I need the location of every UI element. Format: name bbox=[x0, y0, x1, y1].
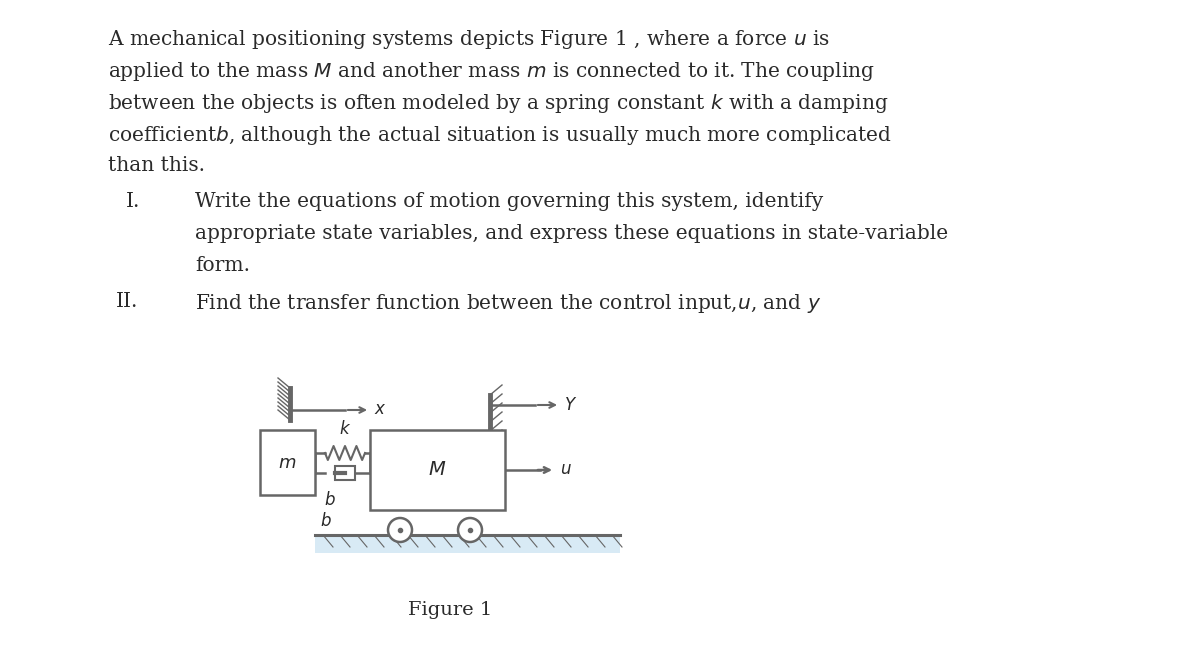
Text: Find the transfer function between the control input,$u$, and $y$: Find the transfer function between the c… bbox=[194, 292, 821, 315]
Text: appropriate state variables, and express these equations in state-variable: appropriate state variables, and express… bbox=[194, 224, 948, 243]
Text: form.: form. bbox=[194, 256, 250, 275]
Text: $b$: $b$ bbox=[320, 512, 331, 530]
Text: Write the equations of motion governing this system, identify: Write the equations of motion governing … bbox=[194, 192, 823, 211]
Text: $u$: $u$ bbox=[560, 462, 571, 478]
Text: $k$: $k$ bbox=[338, 420, 352, 438]
Text: $m$: $m$ bbox=[278, 454, 296, 471]
Circle shape bbox=[388, 518, 412, 542]
Text: Figure 1: Figure 1 bbox=[408, 601, 492, 619]
Text: $Y$: $Y$ bbox=[564, 396, 577, 413]
Text: A mechanical positioning systems depicts Figure 1 , where a force $u$ is: A mechanical positioning systems depicts… bbox=[108, 28, 830, 51]
Text: $b$: $b$ bbox=[324, 491, 336, 509]
Bar bbox=[260, 430, 314, 495]
Text: coefficient$b$, although the actual situation is usually much more complicated: coefficient$b$, although the actual situ… bbox=[108, 124, 892, 147]
Bar bbox=[370, 430, 505, 510]
Bar bbox=[314, 535, 620, 553]
Text: than this.: than this. bbox=[108, 156, 205, 175]
Text: $M$: $M$ bbox=[428, 461, 446, 479]
Text: I.: I. bbox=[126, 192, 140, 211]
Circle shape bbox=[458, 518, 482, 542]
Text: II.: II. bbox=[116, 292, 138, 311]
Bar bbox=[335, 466, 355, 480]
Text: $x$: $x$ bbox=[374, 402, 386, 419]
Text: applied to the mass $M$ and another mass $m$ is connected to it. The coupling: applied to the mass $M$ and another mass… bbox=[108, 60, 875, 83]
Text: between the objects is often modeled by a spring constant $k$ with a damping: between the objects is often modeled by … bbox=[108, 92, 888, 115]
